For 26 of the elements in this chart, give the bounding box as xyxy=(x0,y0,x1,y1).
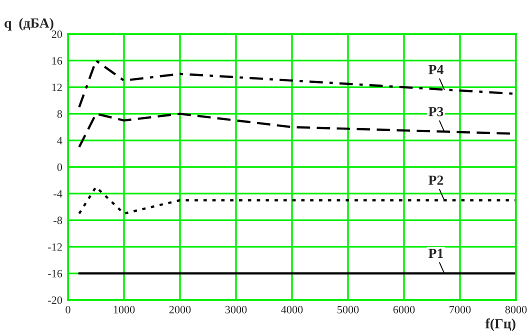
y-tick-label: -20 xyxy=(48,296,62,304)
x-tick-label: 5000 xyxy=(338,306,359,314)
y-tick-label: -8 xyxy=(54,216,62,224)
x-axis-title: f(Гц) xyxy=(485,318,516,332)
x-tick-label: 7000 xyxy=(450,306,471,314)
x-tick-label: 2000 xyxy=(169,306,191,314)
x-tick-label: 0 xyxy=(66,306,70,314)
x-tick-label: 8000 xyxy=(505,306,527,314)
y-tick-label: -4 xyxy=(54,190,62,198)
series-label: P1 xyxy=(428,248,443,258)
x-tick-label: 1000 xyxy=(114,306,135,314)
y-tick-label: 16 xyxy=(52,57,62,65)
series-label: P2 xyxy=(428,176,444,185)
x-tick-label: 3000 xyxy=(225,306,247,314)
y-tick-label: -16 xyxy=(48,270,62,278)
y-tick-label: 0 xyxy=(57,163,62,171)
y-tick-label: 8 xyxy=(57,110,62,118)
y-tick-label: 20 xyxy=(52,30,62,38)
series-label: P3 xyxy=(428,106,444,116)
y-tick-label: -12 xyxy=(48,243,62,251)
x-tick-label: 4000 xyxy=(281,306,303,314)
x-tick-label: 6000 xyxy=(393,306,415,314)
series-label: P4 xyxy=(428,64,444,74)
y-axis-title: q (дБА) xyxy=(4,18,54,31)
y-tick-label: 12 xyxy=(52,84,62,92)
y-tick-label: 4 xyxy=(57,136,62,144)
